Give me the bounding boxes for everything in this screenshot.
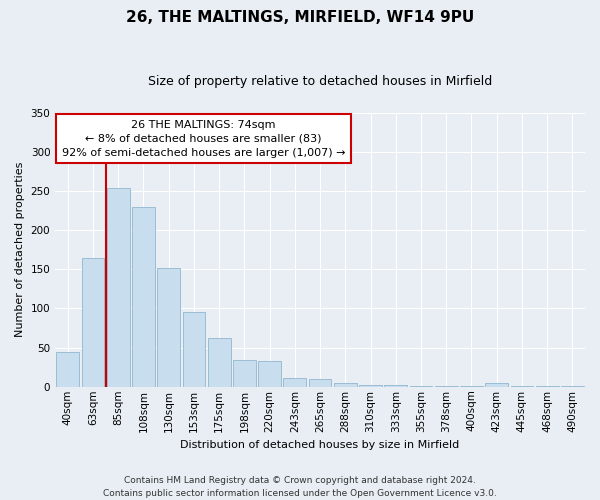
Bar bbox=[182, 312, 205, 387]
Bar bbox=[410, 386, 433, 387]
Bar bbox=[485, 383, 508, 387]
Bar bbox=[233, 360, 256, 387]
Text: 26 THE MALTINGS: 74sqm
← 8% of detached houses are smaller (83)
92% of semi-deta: 26 THE MALTINGS: 74sqm ← 8% of detached … bbox=[62, 120, 345, 158]
Bar bbox=[435, 386, 458, 387]
X-axis label: Distribution of detached houses by size in Mirfield: Distribution of detached houses by size … bbox=[181, 440, 460, 450]
Bar bbox=[334, 383, 356, 387]
Bar bbox=[258, 361, 281, 387]
Bar bbox=[56, 352, 79, 387]
Bar bbox=[309, 379, 331, 387]
Bar bbox=[157, 268, 180, 387]
Bar bbox=[460, 386, 483, 387]
Title: Size of property relative to detached houses in Mirfield: Size of property relative to detached ho… bbox=[148, 75, 492, 88]
Bar bbox=[561, 386, 584, 387]
Text: Contains HM Land Registry data © Crown copyright and database right 2024.
Contai: Contains HM Land Registry data © Crown c… bbox=[103, 476, 497, 498]
Bar bbox=[536, 386, 559, 387]
Bar bbox=[511, 386, 533, 387]
Bar bbox=[132, 208, 155, 387]
Bar bbox=[82, 258, 104, 387]
Text: 26, THE MALTINGS, MIRFIELD, WF14 9PU: 26, THE MALTINGS, MIRFIELD, WF14 9PU bbox=[126, 10, 474, 25]
Bar bbox=[283, 378, 306, 387]
Y-axis label: Number of detached properties: Number of detached properties bbox=[15, 162, 25, 338]
Bar bbox=[359, 385, 382, 387]
Bar bbox=[208, 338, 230, 387]
Bar bbox=[107, 188, 130, 387]
Bar bbox=[385, 385, 407, 387]
